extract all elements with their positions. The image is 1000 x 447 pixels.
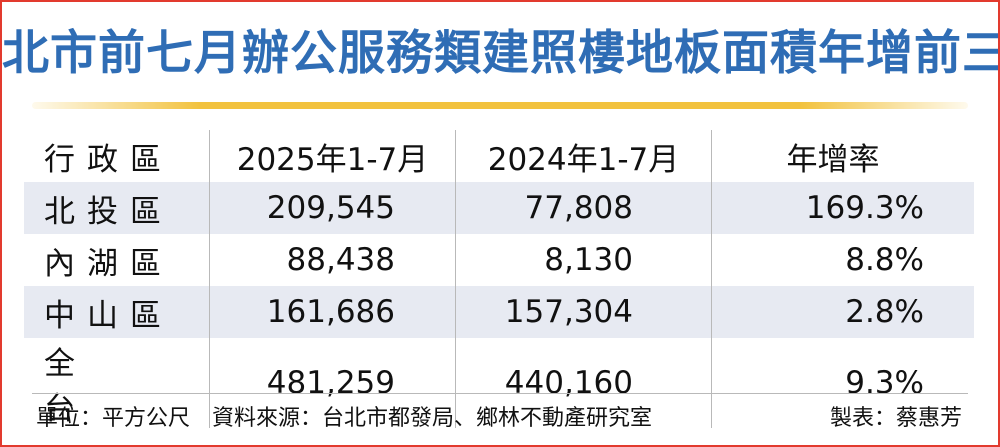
value-2024-cell: 8,130 bbox=[455, 234, 712, 286]
value-2025-cell: 209,545 bbox=[209, 182, 456, 234]
growth-cell: 169.3% bbox=[711, 182, 974, 234]
growth-cell: 8.8% bbox=[711, 234, 974, 286]
value-2025-cell: 88,438 bbox=[209, 234, 456, 286]
table-row: 全台 481,259 440,160 9.3% bbox=[24, 338, 974, 428]
title-divider bbox=[32, 102, 968, 109]
district-cell: 內湖區 bbox=[44, 245, 173, 282]
value-2025-cell: 161,686 bbox=[209, 286, 456, 338]
source-note: 單位：平方公尺 資料來源：台北市都發局、鄉林不動產研究室 bbox=[36, 406, 653, 431]
footer-divider bbox=[32, 393, 968, 394]
table-row: 中山區 161,686 157,304 2.8% bbox=[24, 286, 974, 338]
growth-cell: 2.8% bbox=[711, 286, 974, 338]
district-cell: 中山區 bbox=[24, 286, 210, 338]
table-header-row: 行政區 2025年1-7月 2024年1-7月 年增率 bbox=[24, 130, 974, 182]
header-2025: 2025年1-7月 bbox=[209, 130, 456, 182]
table-row: 內湖區 88,438 8,130 8.8% bbox=[24, 234, 974, 286]
data-table: 行政區 2025年1-7月 2024年1-7月 年增率 北投區 209,545 … bbox=[24, 130, 974, 428]
district-cell: 北投區 bbox=[24, 182, 210, 234]
infographic-title: 北市前七月辦公服務類建照樓地板面積年增前三名 bbox=[2, 26, 1000, 81]
district-cell: 全台 bbox=[44, 346, 127, 427]
value-2024-cell: 157,304 bbox=[455, 286, 712, 338]
value-2024-cell: 77,808 bbox=[455, 182, 712, 234]
value-2024-cell: 440,160 bbox=[455, 338, 712, 428]
growth-cell: 9.3% bbox=[711, 338, 974, 428]
header-district: 行政區 bbox=[44, 141, 173, 178]
header-2024: 2024年1-7月 bbox=[455, 130, 712, 182]
table-row: 北投區 209,545 77,808 169.3% bbox=[24, 182, 974, 234]
value-2025-cell: 481,259 bbox=[209, 338, 456, 428]
credit-note: 製表：蔡惠芳 bbox=[829, 406, 962, 431]
header-growth: 年增率 bbox=[711, 130, 974, 182]
